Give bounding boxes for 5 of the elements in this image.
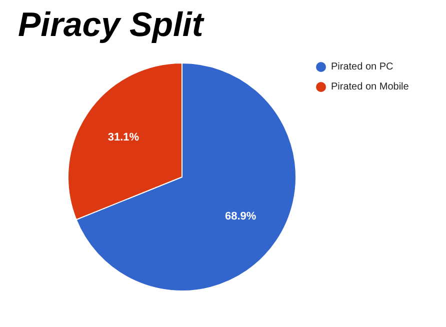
data-label: 68.9% <box>224 210 256 222</box>
legend-label: Pirated on PC <box>331 62 394 73</box>
chart-title: Piracy Split <box>18 6 205 44</box>
data-label: 31.1% <box>108 131 140 144</box>
legend-label: Pirated on Mobile <box>331 82 410 93</box>
